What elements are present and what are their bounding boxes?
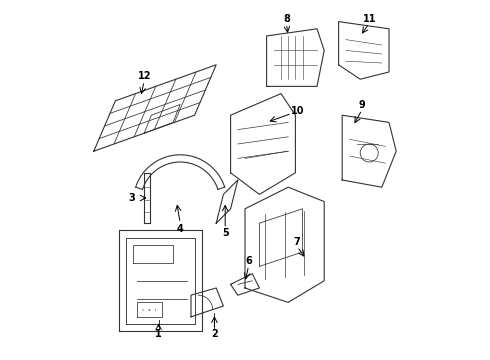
Text: 1: 1: [155, 329, 162, 339]
Text: 2: 2: [211, 329, 218, 339]
Text: 3: 3: [128, 193, 135, 203]
Text: 7: 7: [294, 237, 300, 247]
Text: 9: 9: [359, 100, 366, 110]
Text: i  ⊕  i: i ⊕ i: [143, 308, 157, 312]
Text: 4: 4: [177, 224, 184, 234]
Text: 8: 8: [283, 14, 290, 24]
Text: 11: 11: [363, 14, 376, 24]
Text: 6: 6: [245, 256, 252, 266]
Text: 10: 10: [291, 106, 304, 116]
Text: 12: 12: [138, 71, 151, 81]
Text: 5: 5: [222, 228, 228, 238]
